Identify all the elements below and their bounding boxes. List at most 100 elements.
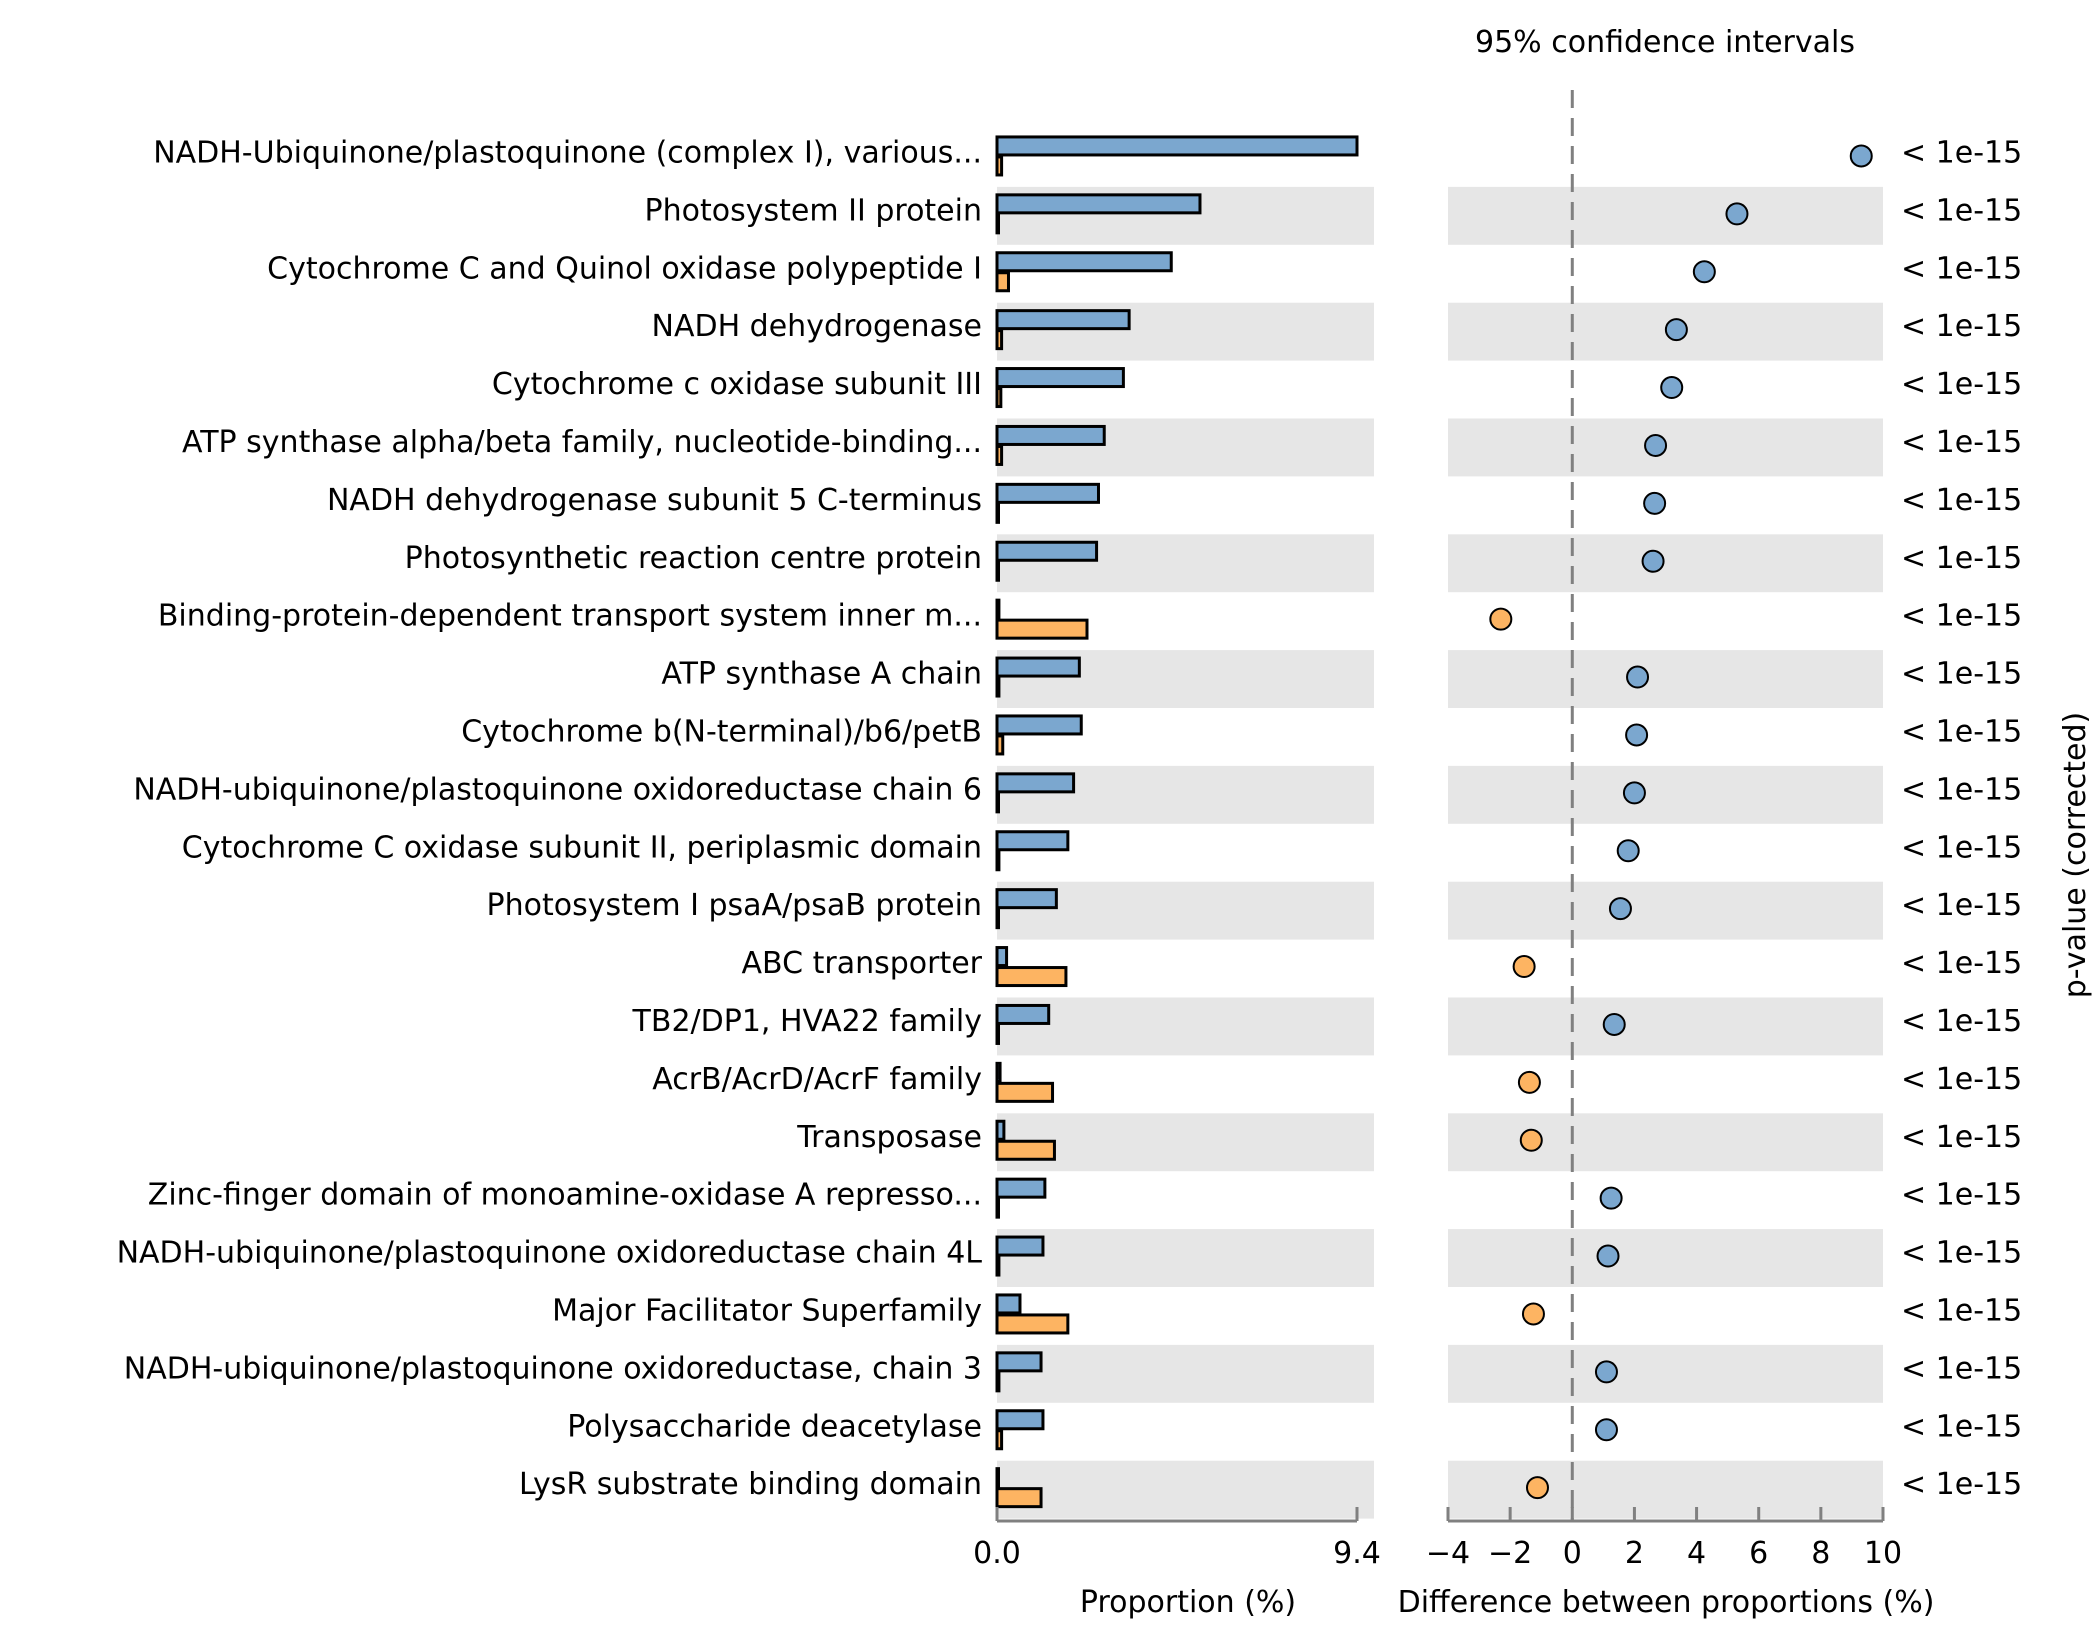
right-x-tick-label: 6 (1749, 1536, 1768, 1571)
bar-group-b (995, 560, 1000, 582)
right-x-tick-label: 4 (1687, 1536, 1706, 1571)
bar-group-a (995, 1235, 1045, 1257)
difference-point (1608, 897, 1632, 921)
p-value: < 1e-15 (1901, 888, 2022, 923)
bar-group-a (995, 772, 1076, 794)
p-value: < 1e-15 (1901, 367, 2022, 402)
right-x-tick-label: −2 (1488, 1536, 1532, 1571)
p-value: < 1e-15 (1901, 772, 2022, 807)
bar-group-b (995, 1371, 1001, 1393)
p-value: < 1e-15 (1901, 657, 2022, 692)
category-label: ABC transporter (742, 946, 983, 981)
bar-group-b (995, 908, 1000, 930)
difference-point (1625, 723, 1649, 747)
bar-group-b (995, 329, 1004, 351)
p-value: < 1e-15 (1901, 1236, 2022, 1271)
p-value: < 1e-15 (1901, 1409, 2022, 1444)
difference-point (1849, 144, 1873, 168)
difference-point (1594, 1418, 1618, 1442)
bar-group-a (995, 540, 1099, 562)
row-band (1448, 1229, 1883, 1287)
bar-group-a (995, 309, 1131, 331)
bar-group-b (995, 387, 1003, 409)
bar-group-a (995, 830, 1070, 852)
row-band (1448, 881, 1883, 940)
row-band (997, 1344, 1374, 1403)
bar-group-b (995, 792, 1000, 814)
category-label: NADH-ubiquinone/plastoquinone oxidoreduc… (117, 1236, 983, 1271)
bar-group-a (995, 656, 1081, 678)
p-value: < 1e-15 (1901, 425, 2022, 460)
row-band (1448, 1113, 1883, 1172)
right-x-tick-label: 10 (1864, 1536, 1902, 1571)
difference-point (1616, 839, 1640, 863)
difference-point (1644, 433, 1668, 457)
bar-group-b (995, 966, 1068, 988)
category-label: Photosystem I psaA/psaB protein (487, 888, 982, 923)
bar-group-b (995, 1081, 1055, 1103)
category-label: NADH dehydrogenase subunit 5 C-terminus (327, 483, 982, 518)
bar-group-a (995, 1119, 1006, 1141)
row-band (997, 881, 1374, 940)
category-label: LysR substrate binding domain (519, 1467, 982, 1502)
p-value: < 1e-15 (1901, 1120, 2022, 1155)
p-value: < 1e-15 (1901, 1004, 2022, 1039)
bar-group-a (995, 1351, 1043, 1373)
difference-point (1622, 781, 1646, 805)
bar-group-a (995, 1409, 1045, 1431)
p-value: < 1e-15 (1901, 1467, 2022, 1502)
category-label: NADH-Ubiquinone/plastoquinone (complex I… (153, 135, 982, 170)
chart-title: 95% confidence intervals (1475, 25, 1855, 60)
category-label: Cytochrome b(N-terminal)/b6/petB (461, 714, 982, 749)
bar-group-a (995, 135, 1359, 157)
bar-group-a (995, 424, 1106, 446)
left-x-tick-label: 0.0 (973, 1536, 1021, 1571)
row-band (997, 1113, 1374, 1172)
category-labels: NADH-Ubiquinone/plastoquinone (complex I… (117, 135, 983, 1502)
p-value: < 1e-15 (1901, 541, 2022, 576)
category-label: Cytochrome C and Quinol oxidase polypept… (267, 251, 982, 286)
bar-group-b (995, 676, 1001, 698)
difference-point (1599, 1186, 1623, 1210)
right-x-tick-label: 2 (1625, 1536, 1644, 1571)
left-x-axis-title: Proportion (%) (1080, 1585, 1296, 1620)
difference-points (1489, 144, 1873, 1500)
category-label: Transposase (796, 1120, 982, 1155)
bar-group-a (995, 251, 1173, 273)
difference-point (1643, 491, 1667, 515)
row-band (1448, 186, 1883, 245)
bar-group-b (995, 1197, 1000, 1219)
p-value: < 1e-15 (1901, 1293, 2022, 1328)
category-label: ATP synthase A chain (661, 657, 982, 692)
p-value: < 1e-15 (1901, 830, 2022, 865)
category-label: NADH-ubiquinone/plastoquinone oxidoreduc… (124, 1351, 982, 1386)
bar-group-b (995, 618, 1089, 640)
row-band (1448, 997, 1883, 1056)
difference-point (1664, 318, 1688, 342)
bar-group-b (995, 734, 1005, 756)
bar-group-a (995, 367, 1125, 389)
bar-group-b (995, 1023, 1000, 1045)
category-label: NADH dehydrogenase (652, 309, 982, 344)
bar-group-a (995, 193, 1202, 215)
bar-group-b (995, 155, 1004, 177)
proportion-bars (995, 135, 1359, 1509)
difference-point (1512, 955, 1536, 979)
p-value: < 1e-15 (1901, 483, 2022, 518)
difference-point (1641, 549, 1665, 573)
bar-group-b (995, 1139, 1056, 1161)
bar-group-b (995, 850, 1001, 872)
p-value: < 1e-15 (1901, 193, 2022, 228)
category-label: NADH-ubiquinone/plastoquinone oxidoreduc… (133, 772, 982, 807)
p-value: < 1e-15 (1901, 1062, 2022, 1097)
bar-group-a (995, 598, 1001, 620)
category-label: Zinc-finger domain of monoamine-oxidase … (148, 1178, 982, 1213)
bar-group-a (995, 1061, 1002, 1083)
bar-group-a (995, 1003, 1051, 1025)
difference-point (1517, 1070, 1541, 1094)
p-value: < 1e-15 (1901, 1351, 2022, 1386)
difference-point (1660, 376, 1684, 400)
row-band (1448, 1460, 1883, 1519)
axes: 0.0 9.4 −4 −2 0 2 4 6 8 10 (973, 1507, 1902, 1571)
